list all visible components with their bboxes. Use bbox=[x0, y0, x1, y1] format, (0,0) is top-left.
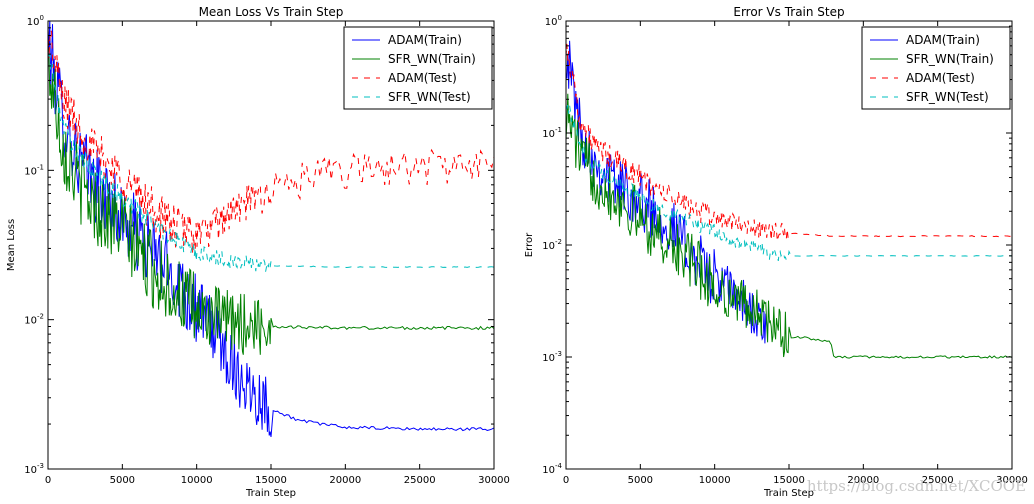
x-tick-label: 15000 bbox=[773, 475, 805, 486]
y-tick-label: 100 bbox=[27, 14, 44, 28]
chart-title: Mean Loss Vs Train Step bbox=[199, 5, 344, 19]
x-tick-label: 30000 bbox=[996, 475, 1028, 486]
x-tick-label: 0 bbox=[563, 475, 569, 486]
x-tick-label: 0 bbox=[45, 475, 51, 486]
series-line-adam-test bbox=[48, 27, 494, 254]
legend-label: ADAM(Test) bbox=[388, 71, 457, 85]
legend-label: ADAM(Train) bbox=[906, 33, 980, 47]
legend-label: ADAM(Train) bbox=[388, 33, 462, 47]
series-line-adam-test bbox=[566, 43, 1012, 242]
y-tick-label: 10-1 bbox=[542, 126, 562, 140]
y-tick-label: 10-3 bbox=[24, 462, 44, 476]
legend-box bbox=[861, 26, 1011, 110]
x-tick-label: 10000 bbox=[699, 475, 731, 486]
legend: ADAM(Train) SFR_WN(Train) ADAM(Test) SFR_WN… bbox=[861, 26, 1011, 110]
mean-loss-chart: 0 5000 10000 15000 20000 25000 30000 10-3 10-2 10… bbox=[6, 5, 510, 499]
legend-label: SFR_WN(Test) bbox=[906, 90, 989, 104]
x-axis-label: Train Step bbox=[245, 488, 296, 499]
series-line-adam-train bbox=[48, 21, 494, 437]
y-axis-label: Mean Loss bbox=[6, 219, 17, 271]
series-line-adam-train bbox=[566, 40, 769, 344]
x-tick-label: 15000 bbox=[255, 475, 287, 486]
x-tick-label: 10000 bbox=[181, 475, 213, 486]
legend-box bbox=[343, 26, 493, 110]
x-tick-label: 5000 bbox=[110, 475, 135, 486]
y-tick-label: 100 bbox=[545, 14, 562, 28]
legend-label: SFR_WN(Train) bbox=[906, 52, 994, 66]
chart-title: Error Vs Train Step bbox=[733, 5, 844, 19]
y-tick-label: 10-4 bbox=[542, 462, 562, 476]
series-line-sfr-wn-test bbox=[566, 104, 1012, 262]
y-tick-label: 10-1 bbox=[24, 163, 44, 177]
legend: ADAM(Train) SFR_WN(Train) ADAM(Test) SFR_WN… bbox=[343, 26, 493, 110]
y-axis-label: Error bbox=[524, 232, 535, 257]
series-line-sfr-wn-train bbox=[48, 47, 494, 355]
x-tick-label: 25000 bbox=[922, 475, 954, 486]
x-tick-label: 30000 bbox=[478, 475, 510, 486]
x-tick-label: 5000 bbox=[628, 475, 653, 486]
y-tick-label: 10-2 bbox=[542, 238, 562, 252]
x-tick-label: 20000 bbox=[847, 475, 879, 486]
legend-label: ADAM(Test) bbox=[906, 71, 975, 85]
error-chart: 0 5000 10000 15000 20000 25000 30000 10-4 10-3 10… bbox=[524, 5, 1028, 499]
watermark: https://blog.csdn.net/XCOOE bbox=[807, 477, 1026, 495]
legend-label: SFR_WN(Test) bbox=[388, 90, 471, 104]
series-line-sfr-wn-test bbox=[48, 50, 494, 272]
x-axis-label: Train Step bbox=[763, 488, 814, 499]
y-tick-label: 10-3 bbox=[542, 350, 562, 364]
y-tick-label: 10-2 bbox=[24, 313, 44, 327]
x-tick-label: 20000 bbox=[329, 475, 361, 486]
x-tick-label: 25000 bbox=[404, 475, 436, 486]
series-line-sfr-wn-train bbox=[566, 93, 1012, 359]
legend-label: SFR_WN(Train) bbox=[388, 52, 476, 66]
